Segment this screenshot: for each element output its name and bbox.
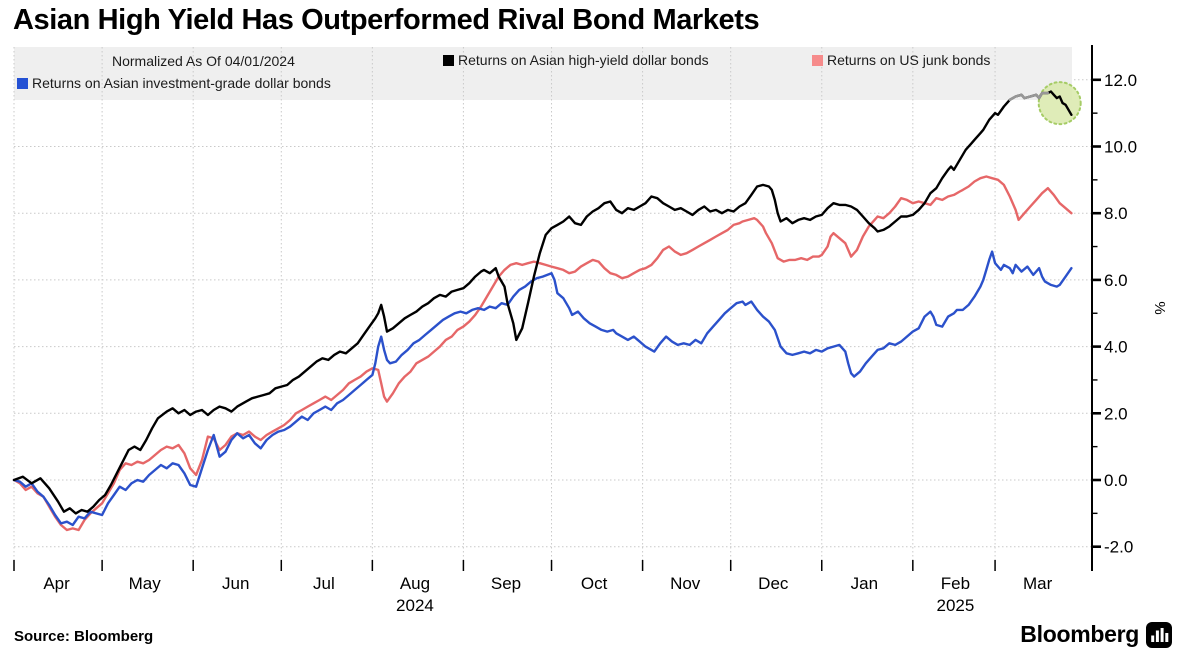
legend-item-asian-high-yield: Returns on Asian high-yield dollar bonds <box>443 52 709 68</box>
svg-text:Apr: Apr <box>43 574 70 593</box>
svg-text:Sep: Sep <box>491 574 521 593</box>
legend-note: Normalized As Of 04/01/2024 <box>112 53 295 69</box>
legend-swatch-black <box>443 54 454 66</box>
bloomberg-logo: Bloomberg <box>1020 621 1172 648</box>
legend-swatch-red <box>812 54 823 66</box>
series-line-1 <box>12 250 1073 527</box>
svg-text:2.0: 2.0 <box>1104 404 1128 423</box>
svg-text:6.0: 6.0 <box>1104 271 1128 290</box>
x-tick-labels: Apr May Jun Jul Aug 2024 Sep Oct Nov Dec Jan Feb 202… <box>43 574 1052 615</box>
series-line-0 <box>12 175 1073 532</box>
y-tick-labels: 12.0 10.0 8.0 6.0 4.0 2.0 0.0 -2.0 <box>1104 71 1137 557</box>
svg-text:May: May <box>129 574 162 593</box>
series-line-2 <box>12 90 1073 515</box>
chart-title: Asian High Yield Has Outperformed Rival … <box>13 4 760 36</box>
svg-text:Jan: Jan <box>851 574 878 593</box>
legend-label: Returns on Asian high-yield dollar bonds <box>458 52 709 68</box>
svg-text:2024: 2024 <box>396 596 434 615</box>
legend-label: Returns on Asian investment-grade dollar… <box>32 75 331 91</box>
bloomberg-chart-icon <box>1146 621 1172 648</box>
svg-text:Aug: Aug <box>400 574 430 593</box>
svg-text:12.0: 12.0 <box>1104 71 1137 90</box>
svg-text:Dec: Dec <box>758 574 789 593</box>
y-tick-marks <box>1092 78 1101 549</box>
svg-text:-2.0: -2.0 <box>1104 538 1133 557</box>
recent-gray-segment <box>1008 91 1050 102</box>
svg-text:10.0: 10.0 <box>1104 138 1137 157</box>
svg-text:Feb: Feb <box>941 574 970 593</box>
svg-text:Nov: Nov <box>670 574 701 593</box>
svg-text:4.0: 4.0 <box>1104 338 1128 357</box>
bloomberg-wordmark: Bloomberg <box>1020 621 1139 647</box>
legend-label: Returns on US junk bonds <box>827 52 991 68</box>
svg-text:Mar: Mar <box>1023 574 1053 593</box>
svg-text:Jul: Jul <box>313 574 335 593</box>
legend-item-us-junk: Returns on US junk bonds <box>812 52 990 68</box>
x-gridlines <box>13 47 996 571</box>
svg-text:0.0: 0.0 <box>1104 471 1128 490</box>
svg-text:Jun: Jun <box>222 574 249 593</box>
svg-text:Oct: Oct <box>581 574 608 593</box>
recent-highlight-circle <box>1037 81 1082 126</box>
y-axis-unit-label: % <box>1151 301 1168 314</box>
legend-swatch-blue <box>17 77 28 89</box>
source-credit: Source: Bloomberg <box>14 628 154 645</box>
legend-item-asian-investment-grade: Returns on Asian investment-grade dollar… <box>17 75 331 91</box>
svg-text:8.0: 8.0 <box>1104 204 1128 223</box>
x-tick-marks <box>13 560 996 571</box>
legend-band <box>14 47 1072 100</box>
svg-text:2025: 2025 <box>937 596 975 615</box>
